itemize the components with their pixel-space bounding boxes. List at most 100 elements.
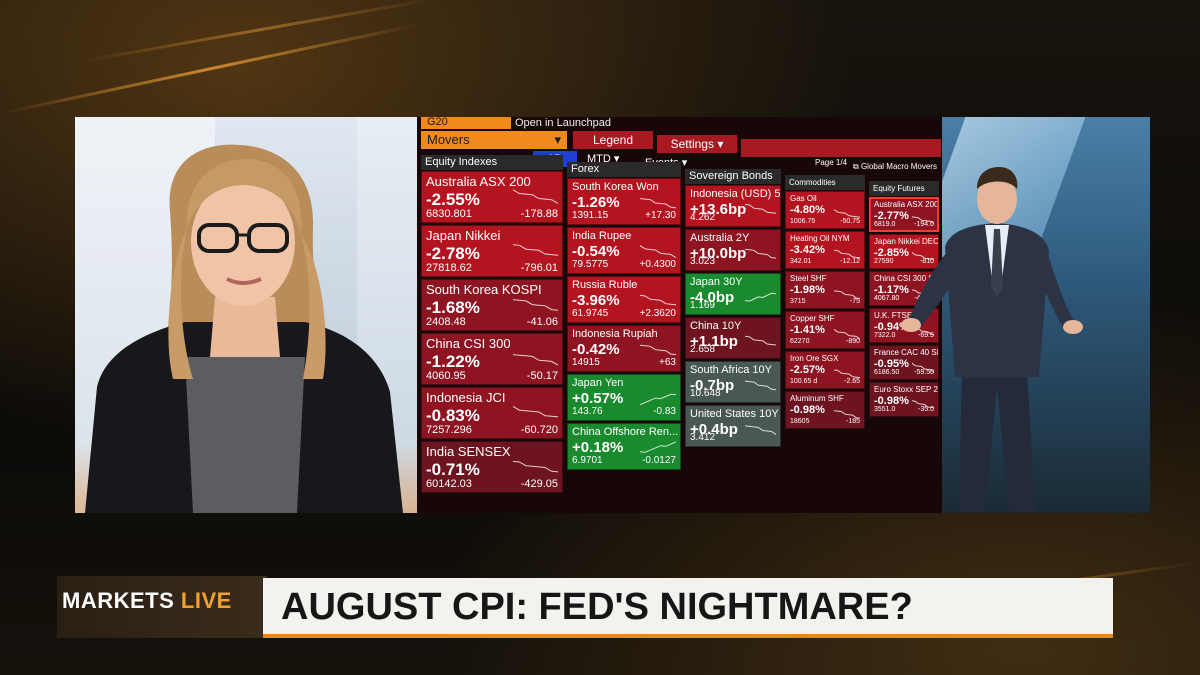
tile-price: 100.65 d [790,378,818,385]
sparkline-icon [513,189,558,204]
tile-change: -2.85% [874,247,909,259]
tile-price: 27590 [874,258,894,265]
tile-change: -0.7bp [690,377,735,394]
mover-tile[interactable]: India SENSEX -0.71% 60142.03 -429.05 [421,441,563,493]
tile-name: Australia 2Y [690,232,750,244]
mover-tile[interactable]: Australia ASX 200 SEP 22-2.77%6819.0 -194… [869,197,939,232]
sparkline-icon [513,244,558,256]
sparkline-icon [745,292,776,302]
tile-price: 143.76 [572,406,603,417]
mover-tile[interactable]: China Offshore Ren... +0.18% 6.9701 -0.0127 [567,423,681,470]
mover-tile[interactable]: India Rupee -0.54% 79.5775 +0.4300 [567,227,681,274]
tile-change: -2.55% [426,190,480,209]
mover-tile[interactable]: Gas Oil -4.80% 1006.75 -50.75 [785,191,865,229]
mover-tile[interactable]: Indonesia (USD) 5Y +13.6bp 4.262 [685,185,781,227]
tile-change: -2.78% [426,244,480,263]
mover-tile[interactable]: Russia Ruble -3.96% 61.9745 +2.3620 [567,276,681,323]
mover-tile[interactable]: Steel SHF -1.98% 3715 -75 [785,271,865,309]
global-macro-movers-screen: G20 Open in Launchpad Movers ▾ Legend Se… [417,117,942,513]
tile-price: 4060.95 [426,370,466,382]
mover-tile[interactable]: Japan Nikkei DEC 22-2.85%27590 -810 [869,234,939,269]
mover-tile[interactable]: Aluminum SHF -0.98% 18605 -185 [785,391,865,429]
page-indicator: Page 1/4 [815,158,848,167]
sparkline-icon [834,209,860,218]
sparkline-icon [640,294,676,306]
tile-net-change: +17.30 [645,210,676,221]
movers-dropdown[interactable]: Movers ▾ [421,131,567,149]
tile-price: 7257.296 [426,424,472,436]
tile-price: 6.9701 [572,455,603,466]
mover-tile[interactable]: Iron Ore SGX -2.57% 100.65 d -2.65 [785,351,865,389]
tile-price: 18605 [790,418,810,425]
mover-tile[interactable]: Copper SHF -1.41% 62270 -890 [785,311,865,349]
tile-price: 6819.0 [874,221,896,228]
brand-markets: MARKETS [62,588,175,613]
mover-tile[interactable]: Australia 2Y +10.0bp 3.023 [685,229,781,271]
tile-change: -3.42% [790,244,825,256]
mover-tile[interactable]: United States 10Y +0.4bp 3.412 [685,405,781,447]
markets-live-logo: MARKETS LIVE [62,588,232,614]
mover-tile[interactable]: China CSI 300 -1.22% 4060.95 -50.17 [421,333,563,385]
tile-price: 7322.0 [874,332,896,339]
mover-tile[interactable]: South Korea KOSPI -1.68% 2408.48 -41.06 [421,279,563,331]
mover-tile[interactable]: South Africa 10Y -0.7bp 10.648 [685,361,781,403]
group-label[interactable]: G20 [421,117,511,129]
tile-net-change: -75 [849,298,860,305]
legend-button[interactable]: Legend [573,131,653,149]
mover-tile[interactable]: Japan Yen +0.57% 143.76 -0.83 [567,374,681,421]
tile-net-change: -890 [845,338,860,345]
sparkline-icon [834,290,860,299]
tile-price: 1.169 [690,300,716,311]
mover-tile[interactable]: Indonesia Rupiah -0.42% 14915 +63 [567,325,681,372]
tile-change: -1.17% [874,284,909,296]
tile-name: China CSI 300 SEP 22 [874,274,938,283]
mover-tile[interactable]: Euro Stoxx SEP 22 -0.98% 3551.0 -35.0 [869,382,939,417]
mover-tile[interactable]: Japan Nikkei -2.78% 27818.62 -796.01 [421,225,563,277]
mover-tile[interactable]: Heating Oil NYM -3.42% 342.01 -12.12 [785,231,865,269]
launchpad-link[interactable]: Open in Launchpad [515,117,612,129]
mover-tile[interactable]: Japan 30Y -4.0bp 1.169 [685,273,781,315]
tile-net-change: -194.0 [914,221,934,228]
sparkline-icon [513,460,558,473]
mover-tile[interactable]: Indonesia JCI -0.83% 7257.296 -60.720 [421,387,563,439]
tile-price: 10.648 [690,388,721,399]
tile-name: Iron Ore SGX [790,354,839,363]
tile-price: 79.5775 [572,259,609,270]
tile-name: India SENSEX [426,444,511,459]
sparkline-icon [834,249,860,259]
tile-change: +0.18% [572,439,624,456]
mover-tile[interactable]: U.K. FTSE -0.94% 7322.0 -69.5 [869,308,939,343]
chevron-down-icon: ▾ [717,137,724,151]
settings-button[interactable]: Settings ▾ [657,135,737,153]
column-header: Commodities [785,175,865,190]
sparkline-icon [640,344,676,356]
tile-net-change: -59.50 [914,369,934,376]
tile-net-change: -0.0127 [642,455,676,466]
sparkline-icon [640,393,676,406]
tile-price: 14915 [572,357,600,368]
tile-change: -0.71% [426,460,480,479]
headline-banner: AUGUST CPI: FED'S NIGHTMARE? [263,578,1113,638]
tile-price: 3.412 [690,432,716,443]
sparkline-icon [640,441,676,453]
tile-price: 4.262 [690,212,716,223]
mover-tile[interactable]: South Korea Won -1.26% 1391.15 +17.30 [567,178,681,225]
tile-change: -4.0bp [690,289,735,306]
brand-plate [57,576,267,638]
tile-name: Japan 30Y [690,276,743,288]
mover-tile[interactable]: France CAC 40 SEP 22-0.95%6186.50 -59.50 [869,345,939,380]
tile-change: -0.95% [874,358,909,370]
sparkline-icon [912,400,934,409]
tile-name: United States 10Y [690,408,779,420]
sparkline-icon [513,405,558,418]
screen-title: ⧉ Global Macro Movers [853,159,948,175]
sparkline-icon [912,252,934,260]
sparkline-icon [745,248,776,259]
mover-tile[interactable]: China 10Y +1.1bp 2.658 [685,317,781,359]
movers-label: Movers [427,132,470,147]
column-header: Sovereign Bonds [685,169,781,184]
tile-name: India Rupee [572,230,632,242]
mover-tile[interactable]: Australia ASX 200 -2.55% 6830.801 -178.88 [421,171,563,223]
tile-change: +10.0bp [690,245,747,262]
tile-net-change: -796.01 [520,262,558,274]
